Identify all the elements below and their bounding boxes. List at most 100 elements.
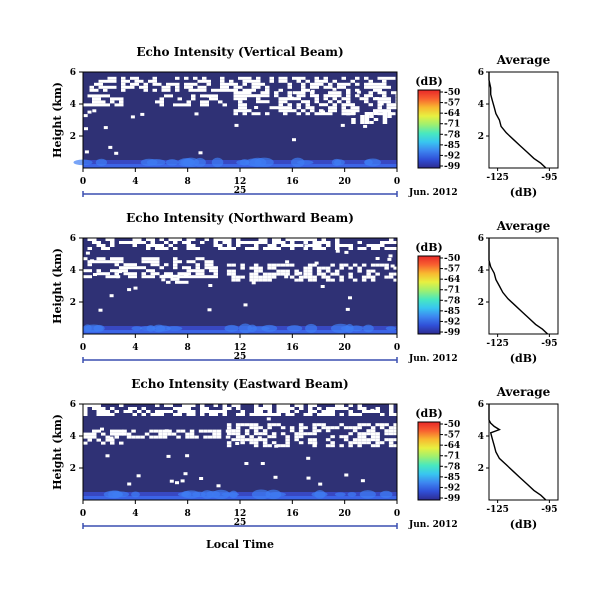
no-data-cell [168, 238, 173, 241]
colorbar-tick-label: -78 [444, 462, 460, 472]
no-data-cell [285, 263, 290, 267]
no-data-cell [348, 247, 353, 250]
no-data-cell [339, 244, 344, 247]
no-data-cell [233, 82, 238, 86]
no-data-cell [119, 429, 124, 433]
no-data-cell [301, 100, 306, 104]
no-data-cell [204, 407, 209, 410]
no-data-cell [391, 103, 396, 107]
no-data-cell [267, 423, 272, 427]
no-data-cell [319, 112, 324, 116]
no-data-cell [251, 112, 256, 116]
no-data-cell [114, 410, 119, 413]
no-data-cell [267, 413, 272, 416]
no-data-cell [92, 109, 97, 113]
no-data-cell [185, 435, 190, 439]
no-data-cell [382, 76, 387, 80]
no-data-cell [103, 88, 108, 92]
no-data-cell [236, 404, 241, 407]
no-data-cell [218, 244, 223, 247]
no-data-cell [364, 76, 369, 80]
no-data-cell [355, 76, 360, 80]
no-data-cell [168, 94, 173, 98]
no-data-cell [231, 432, 236, 436]
no-data-cell [235, 278, 241, 282]
no-data-cell [150, 244, 155, 247]
no-data-cell [290, 413, 295, 416]
no-data-cell [238, 97, 243, 101]
no-data-cell [332, 103, 337, 107]
no-data-cell [303, 426, 308, 430]
no-data-cell [148, 79, 153, 83]
no-data-cell [352, 263, 358, 267]
no-data-cell [146, 257, 151, 261]
no-data-cell [123, 266, 128, 270]
no-data-cell [272, 413, 277, 416]
no-data-cell [328, 91, 333, 95]
no-data-cell [296, 112, 301, 116]
no-data-cell [325, 429, 331, 433]
echo-blob [166, 326, 183, 331]
no-data-cell [343, 426, 349, 430]
no-data-cell [107, 85, 112, 89]
no-data-cell [337, 85, 342, 89]
no-data-cell [393, 247, 398, 250]
no-data-cell [328, 106, 333, 110]
no-data-cell [321, 410, 326, 413]
colorbar-tick-label: -78 [444, 130, 460, 140]
no-data-cell [107, 79, 112, 83]
no-data-cell [114, 103, 119, 107]
no-data-cell [375, 435, 380, 439]
no-data-cell [150, 413, 155, 416]
no-data-cell [364, 85, 369, 89]
no-data-cell [379, 263, 385, 267]
no-data-cell [191, 97, 196, 101]
no-data-cell [283, 97, 288, 101]
no-data-cell [388, 432, 394, 436]
no-data-cell [267, 272, 272, 276]
no-data-cell [283, 76, 288, 80]
no-data-cell [101, 410, 106, 413]
x-tick-label: 8 [185, 343, 191, 353]
no-data-cell [251, 281, 256, 285]
no-data-cell [271, 432, 277, 436]
no-data-cell [258, 413, 263, 416]
no-data-cell [382, 97, 387, 101]
no-data-cell [116, 275, 121, 279]
no-data-cell [87, 269, 92, 273]
no-data-cell [141, 407, 146, 410]
no-data-cell [92, 407, 97, 410]
no-data-cell [149, 435, 154, 439]
no-data-cell [330, 441, 335, 445]
no-data-cell [335, 247, 340, 250]
no-data-cell [346, 88, 351, 92]
no-data-cell [276, 269, 281, 273]
no-data-cell [83, 407, 88, 410]
no-data-cell [301, 94, 306, 98]
x-tick-label: 12 [234, 509, 247, 519]
no-data-cell [357, 247, 362, 250]
no-data-cell [253, 444, 259, 448]
no-data-cell [254, 247, 259, 250]
no-data-cell [393, 413, 398, 416]
echo-blob [180, 158, 195, 167]
no-data-cell [370, 429, 376, 433]
no-data-cell [364, 115, 370, 118]
no-data-cell [301, 91, 306, 95]
x-tick-label: 12 [234, 343, 247, 353]
no-data-cell [344, 250, 349, 254]
no-data-cell [362, 410, 367, 413]
no-data-cell [164, 429, 169, 433]
no-data-cell [368, 94, 373, 98]
no-data-cell [101, 441, 106, 445]
y-tick-label: 2 [70, 132, 76, 142]
no-data-cell [389, 247, 394, 250]
no-data-cell [247, 79, 252, 83]
no-data-cell [83, 257, 88, 261]
no-data-cell [164, 247, 169, 250]
no-data-cell [274, 91, 279, 95]
no-data-cell [146, 269, 151, 273]
no-data-cell [332, 106, 337, 110]
colorbar-tick-label: -64 [444, 275, 460, 285]
no-data-cell [254, 407, 259, 410]
